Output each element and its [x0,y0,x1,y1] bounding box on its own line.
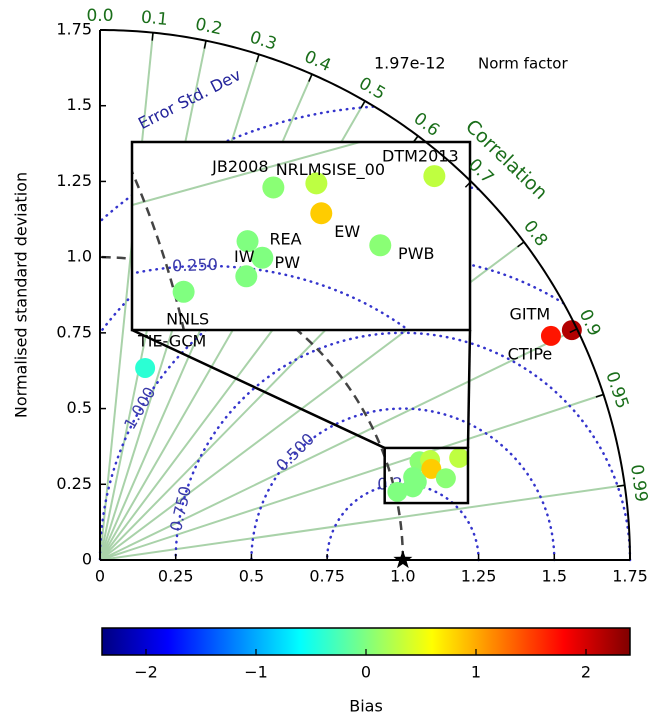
model-point [387,481,408,502]
correlation-tick-label: 0.0 [86,6,113,26]
correlation-tick-label: 0.2 [194,14,225,39]
correlation-tick [595,393,604,398]
y-tick-label: 0.5 [67,398,92,417]
correlation-tick [203,40,207,49]
y-tick-label: 0.25 [56,474,92,493]
correlation-grid-line [99,328,578,561]
point-label: DTM2013 [382,147,459,166]
correlation-tick-label: 0.99 [626,463,651,503]
colorbar-label: Bias [349,697,383,716]
point-label: GITM [509,305,550,324]
x-tick-label: 1.75 [612,567,648,586]
y-tick-label: 0.75 [56,322,92,341]
correlation-tick [412,135,419,143]
rms-contour [250,407,556,562]
colorbar-tick-label: −1 [244,663,268,682]
reference-point [393,550,413,569]
correlation-tick [308,73,313,82]
correlation-grid-line [99,484,625,561]
rms-contour-label: 0.500 [272,429,318,475]
model-point [251,246,274,269]
x-tick-label: 1.5 [542,567,567,586]
rms-contour-label: 0.750 [166,484,195,533]
point-label: REA [269,230,301,249]
zoom-box [383,446,470,505]
y-axis-label: Normalised standard deviation [12,172,31,418]
model-point [235,265,258,288]
inset-frame [130,140,472,332]
y-tick-label: 1.5 [67,95,92,114]
colorbar-tick-label: 2 [581,663,591,682]
y-tick-label: 1.25 [56,171,92,190]
point-label: JB2008 [211,157,268,176]
model-point [561,320,582,341]
model-point [540,325,561,346]
norm-factor-label: Norm factor [478,55,568,73]
model-point [135,357,156,378]
model-point [310,202,333,225]
point-label: NNLS [166,309,209,328]
correlation-tick [464,180,472,188]
model-point [369,234,392,257]
point-label: PWB [398,244,434,263]
x-tick-label: 0.5 [239,567,264,586]
model-point [449,447,470,468]
rms-contour-label: 0.250 [172,255,218,276]
point-label: IW [234,247,255,266]
correlation-tick-label: 0.5 [355,73,388,104]
correlation-tick-label: 0.1 [140,7,169,30]
rms-contour-label: 1.000 [120,383,159,432]
colorbar-tick-label: 1 [471,663,481,682]
point-label: NRLMSISE_00 [276,160,385,180]
correlation-tick [616,484,625,488]
point-label: TIE-GCM [137,331,206,350]
correlation-tick [151,32,154,41]
correlation-tick [569,328,578,334]
correlation-tick-label: 0.3 [247,27,279,54]
correlation-tick [255,54,260,63]
x-tick-label: 1.0 [390,567,415,586]
reference-arc [132,168,186,330]
point-label: EW [334,222,360,241]
correlation-tick-label: 0.8 [519,217,551,251]
norm-factor: 1.97e-12 [374,54,446,73]
y-tick-label: 1.75 [56,20,92,39]
y-tick-label: 1.0 [67,247,92,266]
x-tick-label: 0 [95,567,105,586]
correlation-grid-line [99,393,604,561]
model-point [402,477,423,498]
point-label: CTIPe [508,344,553,363]
correlation-grid-line [99,32,154,561]
point-label: PW [275,253,301,272]
model-point [172,280,195,303]
y-tick-label: 0 [82,550,92,569]
model-point [262,176,285,199]
correlation-tick [517,241,525,248]
correlation-tick [360,100,366,109]
rms-contour [325,483,480,562]
correlation-tick-label: 0.6 [410,109,444,141]
x-tick-label: 1.25 [461,567,497,586]
colorbar-tick-label: 0 [361,663,371,682]
outer-arc [99,29,631,561]
model-point [421,458,442,479]
rms-contour [174,331,632,562]
overlay [131,328,472,505]
x-tick-label: 0.75 [309,567,345,586]
model-point [423,165,446,188]
zoom-connector [466,329,472,448]
x-tick-label: 0.25 [158,567,194,586]
zoom-connector [131,328,386,450]
model-point [305,172,328,195]
inset: 0.2500.5000.7501.000JB2008NRLMSISE_00DTM… [132,142,459,330]
model-point [435,468,456,489]
model-point [236,230,259,253]
colorbar-tick-label: −2 [134,663,158,682]
